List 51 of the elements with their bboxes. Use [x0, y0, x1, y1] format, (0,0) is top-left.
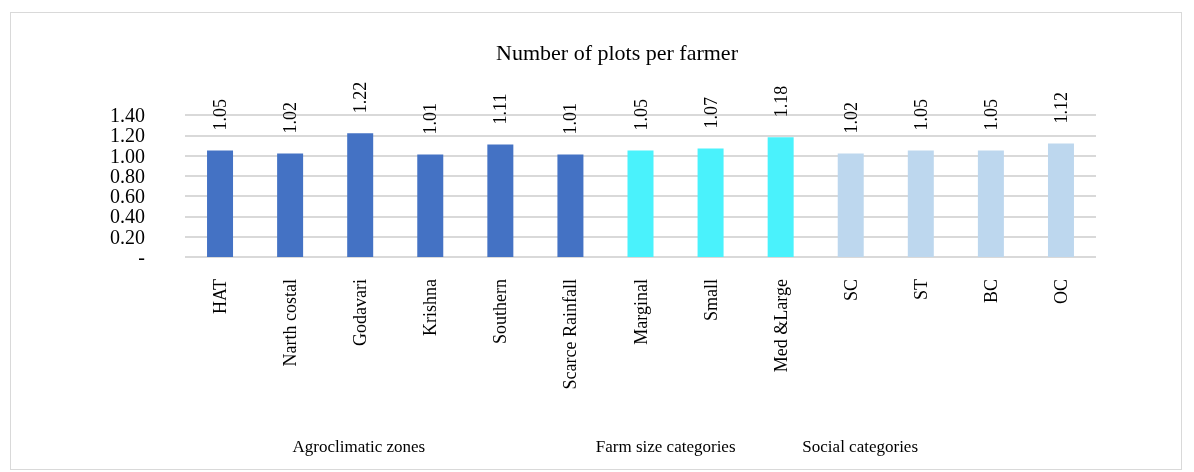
text: Farm size categories: [595, 437, 736, 456]
y-tick-label: 1.20: [110, 124, 145, 147]
y-tick-label: 0.40: [110, 205, 145, 228]
data-label: 1.01: [560, 103, 581, 135]
x-tick-label: Southern: [490, 279, 511, 344]
text: Agroclimatic zones: [292, 437, 426, 456]
x-tick-label: Marginal: [630, 279, 651, 345]
y-tick-label: 1.00: [110, 144, 145, 167]
data-label: 1.22: [350, 81, 371, 114]
data-label: 1.18: [770, 85, 791, 118]
data-label: 1.01: [420, 103, 441, 135]
text: Social categories: [802, 437, 919, 456]
bar: [1047, 143, 1074, 257]
bar: [487, 144, 514, 257]
x-tick-label: Godavari: [350, 279, 371, 346]
x-tick-label: SC: [840, 279, 861, 302]
y-tick-label: 0.20: [110, 225, 145, 248]
data-label: 1.12: [1050, 91, 1071, 124]
data-label: 1.05: [910, 99, 931, 131]
bar: [557, 154, 584, 257]
x-tick-label: BC: [980, 279, 1001, 304]
y-tick-label: 0.80: [110, 164, 145, 187]
x-tick-label: Narth costal: [280, 279, 301, 367]
x-tick-label: OC: [1050, 279, 1071, 305]
y-tick-label: -: [138, 246, 145, 268]
bar: [907, 150, 934, 257]
x-tick-label: Med &Large: [770, 278, 791, 373]
bar: [697, 148, 724, 257]
x-tick-label: Scarce Rainfall: [560, 279, 581, 390]
data-label: 1.05: [980, 99, 1001, 131]
bar: [207, 150, 234, 257]
data-label: 1.05: [210, 99, 231, 131]
bar: [977, 150, 1004, 257]
bar: [627, 150, 654, 257]
bar: [277, 153, 304, 257]
data-label: 1.05: [630, 99, 651, 131]
bar: [837, 153, 864, 257]
bar: [767, 137, 794, 257]
x-tick-label: Krishna: [420, 279, 441, 336]
data-label: 1.02: [840, 102, 861, 134]
bar: [417, 154, 444, 257]
y-tick-label: 0.60: [110, 185, 145, 208]
x-tick-label: ST: [910, 279, 931, 301]
bar: [347, 133, 374, 257]
data-label: 1.07: [700, 96, 721, 129]
x-tick-label: Small: [700, 279, 721, 322]
data-label: 1.11: [490, 93, 511, 125]
y-tick-label: 1.40: [110, 104, 145, 126]
chart-title: Number of plots per farmer: [496, 39, 739, 65]
data-label: 1.02: [280, 102, 301, 134]
x-tick-label: HAT: [210, 279, 231, 314]
